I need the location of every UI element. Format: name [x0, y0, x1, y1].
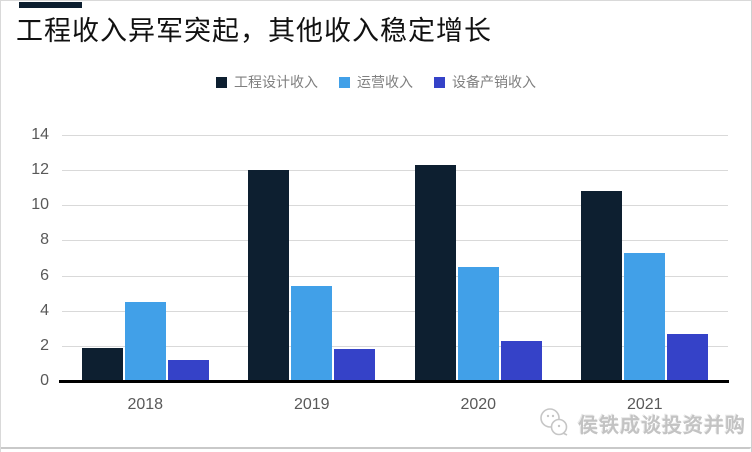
gridline-y-6: [62, 275, 728, 277]
legend-swatch-royal-icon: [434, 76, 445, 88]
y-tick-label-8: 8: [40, 231, 49, 249]
bar-group-2021: [562, 135, 729, 381]
gridline-y-10: [62, 205, 728, 207]
x-tick-label-2019: 2019: [293, 396, 330, 413]
title-accent-bar: [19, 2, 82, 8]
legend-item-engineering-design: 工程设计收入: [216, 72, 318, 92]
gridline-y-4: [62, 310, 728, 312]
y-tick-label-2: 2: [40, 336, 49, 354]
bar-2018-运营收入: [124, 301, 166, 381]
bar-2020-运营收入: [457, 266, 499, 381]
legend-item-operations: 运营收入: [339, 72, 413, 92]
gridline-y-14: [62, 135, 728, 136]
x-axis-labels: 2018 2019 2020 2021: [62, 396, 728, 414]
x-tick-label-2018: 2018: [127, 396, 164, 413]
x-tick-label-2020: 2020: [460, 396, 497, 413]
bar-2021-工程设计收入: [581, 191, 623, 381]
legend-label: 运营收入: [357, 74, 413, 90]
bar-2019-运营收入: [291, 286, 333, 381]
legend-label: 工程设计收入: [234, 74, 318, 90]
bar-2021-运营收入: [624, 252, 666, 381]
legend-label: 设备产销收入: [452, 74, 536, 90]
bar-2020-设备产销收入: [500, 340, 542, 381]
bar-2018-工程设计收入: [81, 347, 123, 381]
watermark-text: 侯铁成谈投资并购: [578, 414, 746, 437]
gridline-y-12: [62, 170, 728, 172]
legend-swatch-azure-icon: [339, 76, 350, 88]
plot-area: [62, 135, 728, 381]
bar-2019-设备产销收入: [334, 349, 376, 381]
bar-groups: [62, 135, 728, 381]
chart-title: 工程收入异军突起，其他收入稳定增长: [16, 16, 492, 46]
y-tick-label-12: 12: [31, 161, 49, 179]
bar-2021-设备产销收入: [667, 333, 709, 381]
y-tick-label-4: 4: [40, 301, 49, 319]
y-tick-label-10: 10: [31, 196, 49, 214]
y-tick-label-0: 0: [40, 372, 49, 389]
x-tick-label-2021: 2021: [626, 396, 663, 413]
y-tick-label-6: 6: [40, 266, 49, 284]
bar-2019-工程设计收入: [248, 170, 290, 381]
x-axis-line: [59, 380, 729, 383]
bar-group-2018: [62, 135, 229, 381]
bar-2018-设备产销收入: [167, 359, 209, 381]
bar-2020-工程设计收入: [414, 164, 456, 381]
gridline-y-2: [62, 345, 728, 347]
legend-swatch-navy-icon: [216, 76, 227, 88]
card-bottom-edge: [1, 447, 751, 449]
legend: 工程设计收入 运营收入 设备产销收入: [1, 72, 751, 92]
gridline-y-8: [62, 240, 728, 242]
legend-item-equipment-sales: 设备产销收入: [434, 72, 536, 92]
y-tick-label-14: 14: [31, 126, 49, 143]
watermark: 侯铁成谈投资并购: [537, 405, 746, 441]
bar-group-2019: [229, 135, 396, 381]
mascot-logo-icon: [540, 408, 568, 436]
bar-group-2020: [395, 135, 562, 381]
